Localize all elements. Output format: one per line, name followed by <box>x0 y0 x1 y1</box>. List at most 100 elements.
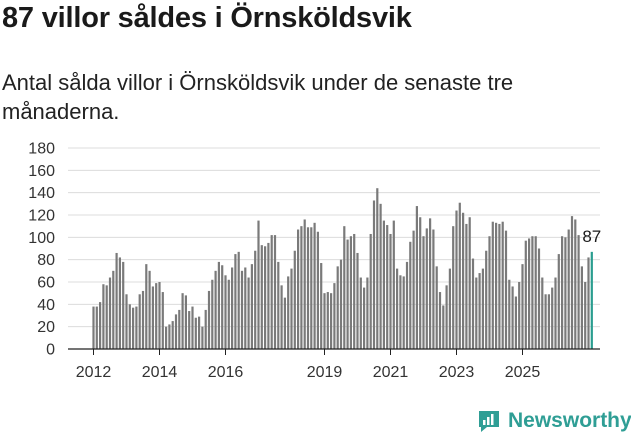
bar <box>237 251 240 349</box>
bar <box>300 226 303 349</box>
bar <box>554 277 557 349</box>
x-tick-label: 2019 <box>307 364 343 381</box>
bar <box>148 270 151 349</box>
bar <box>481 268 484 349</box>
bar <box>587 257 590 349</box>
y-axis-labels: 0 20 40 60 80 100 120 140 160 180 <box>28 141 55 359</box>
bar <box>396 268 399 349</box>
bar <box>501 221 504 349</box>
bar <box>409 241 412 349</box>
bar <box>349 236 352 349</box>
bar <box>227 279 230 349</box>
bar <box>392 220 395 349</box>
bar <box>283 297 286 349</box>
bar <box>92 306 95 349</box>
bar <box>211 279 214 349</box>
bar <box>171 321 174 349</box>
logo-text: Newsworthy <box>508 409 631 432</box>
bar <box>379 203 382 349</box>
bar <box>419 217 422 349</box>
bar <box>231 267 234 349</box>
bar <box>99 302 102 349</box>
bar <box>415 206 418 349</box>
bar <box>158 282 161 349</box>
y-tick-label: 0 <box>46 342 55 359</box>
bar <box>306 227 310 349</box>
bar <box>557 254 560 349</box>
y-tick-label: 60 <box>37 275 55 292</box>
bar <box>478 273 481 349</box>
newsworthy-logo: Newsworthy <box>476 408 631 434</box>
bar <box>422 236 425 349</box>
bar <box>386 225 389 349</box>
bar <box>323 293 326 349</box>
bar <box>313 222 316 349</box>
bar <box>102 284 105 349</box>
bar <box>290 268 293 349</box>
bar <box>194 317 197 349</box>
x-axis-labels: 2012 2014 2016 2019 2021 2023 2025 <box>76 364 541 381</box>
bar <box>491 221 494 349</box>
bar <box>95 306 98 349</box>
page-title: 87 villor såldes i Örnsköldsvik <box>2 2 412 34</box>
bar <box>270 235 273 349</box>
bar <box>165 326 168 349</box>
bar <box>151 286 154 349</box>
bar <box>518 282 521 349</box>
bar <box>336 266 339 349</box>
bar <box>465 223 468 349</box>
bar <box>247 277 250 349</box>
bar <box>108 277 112 349</box>
bar <box>138 294 141 349</box>
bar <box>207 290 211 349</box>
bar <box>174 314 178 349</box>
bar <box>155 283 158 349</box>
bar <box>448 268 451 349</box>
bar <box>320 263 323 349</box>
bar <box>240 270 244 349</box>
bar <box>425 228 428 349</box>
bar <box>455 210 458 349</box>
newsworthy-logo-icon <box>479 411 499 432</box>
bar <box>250 264 253 349</box>
bar <box>105 285 108 349</box>
bar <box>161 292 164 349</box>
x-tick-label: 2012 <box>76 364 112 381</box>
bar <box>531 236 534 349</box>
bar <box>498 223 501 349</box>
bar <box>485 250 488 349</box>
x-tick-label: 2021 <box>373 364 409 381</box>
bar <box>234 254 237 349</box>
bar <box>435 266 438 349</box>
bar <box>580 266 583 349</box>
bar <box>521 264 524 349</box>
y-tick-label: 80 <box>37 252 55 269</box>
bar <box>495 222 498 349</box>
bar <box>214 270 217 349</box>
bar <box>475 277 478 349</box>
bar <box>514 296 517 349</box>
y-tick-label: 20 <box>37 319 55 336</box>
bar <box>488 236 491 349</box>
bar <box>468 217 471 349</box>
bar <box>145 264 148 349</box>
y-tick-label: 160 <box>28 163 55 180</box>
bar <box>382 220 385 349</box>
bar <box>132 307 135 349</box>
bar <box>168 324 171 349</box>
bar <box>442 305 445 349</box>
bar <box>141 290 145 349</box>
bars <box>92 188 593 349</box>
bar <box>122 261 125 349</box>
bar <box>178 309 181 349</box>
bar <box>541 277 544 349</box>
bar <box>118 257 121 349</box>
bar <box>369 233 372 349</box>
bar <box>191 306 194 349</box>
bar <box>399 275 402 349</box>
bar <box>356 252 359 349</box>
bar <box>115 252 118 349</box>
bar <box>438 292 442 349</box>
bar <box>277 261 280 349</box>
bar <box>567 229 570 349</box>
